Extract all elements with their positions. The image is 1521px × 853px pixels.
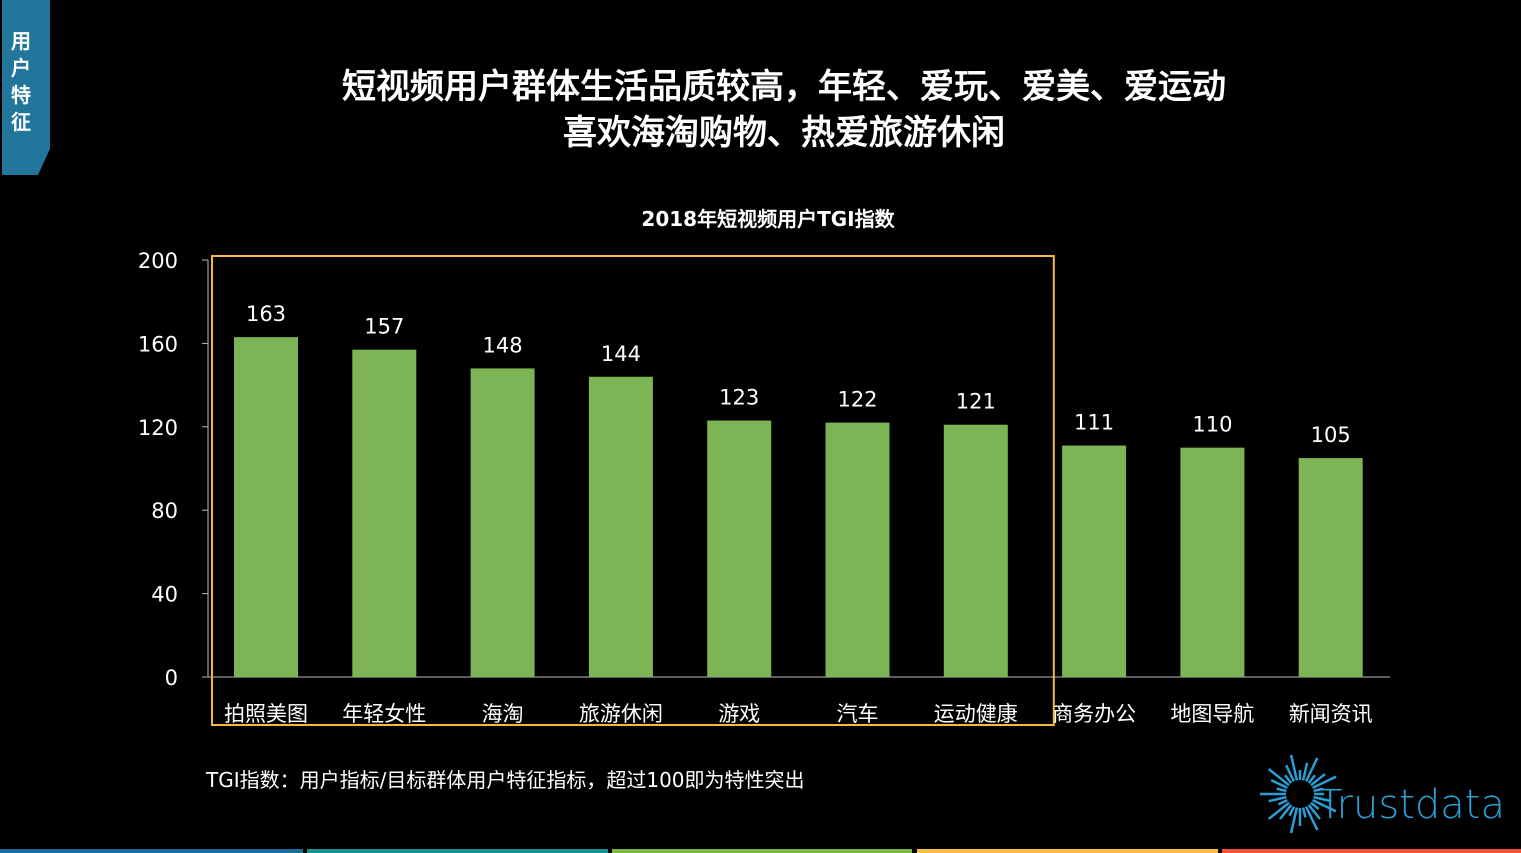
y-tick-label: 40 [151, 583, 178, 607]
trustdata-logo: Trustdata [1260, 754, 1505, 834]
strip-segment [612, 849, 912, 853]
bar [1062, 445, 1127, 677]
strip-segment [1222, 849, 1521, 853]
data-label: 110 [1192, 413, 1232, 437]
y-tick-label: 160 [138, 332, 178, 356]
y-tick-label: 0 [165, 666, 178, 690]
bar [825, 422, 890, 677]
bar [588, 376, 653, 677]
bar [943, 424, 1008, 677]
sun-icon [1260, 754, 1337, 834]
bar [234, 337, 298, 677]
x-tick-label: 拍照美图 [224, 702, 308, 726]
bar [1298, 458, 1363, 677]
y-tick-label: 120 [138, 416, 178, 440]
bar [707, 420, 772, 677]
headline-line-1: 短视频用户群体生活品质较高，年轻、爱玩、爱美、爱运动 [342, 67, 1226, 107]
strip-segment [0, 849, 303, 853]
data-label: 144 [601, 342, 641, 366]
x-tick-label: 商务办公 [1052, 702, 1136, 726]
data-label: 163 [246, 302, 286, 326]
data-label: 148 [483, 333, 523, 357]
bar [352, 349, 417, 677]
x-tick-label: 汽车 [837, 702, 879, 726]
data-label: 111 [1074, 411, 1114, 435]
x-tick-label: 游戏 [718, 702, 760, 726]
bar [470, 368, 535, 677]
x-tick-label: 新闻资讯 [1289, 702, 1373, 726]
bar [1180, 447, 1245, 677]
x-tick-label: 旅游休闲 [579, 702, 663, 726]
strip-segment [917, 849, 1218, 853]
x-tick-label: 海淘 [482, 702, 524, 726]
section-tab-label: 用户特征 [11, 29, 31, 134]
data-label: 122 [837, 388, 877, 412]
chart-title: 2018年短视频用户TGI指数 [641, 207, 895, 231]
data-label: 121 [956, 390, 996, 414]
headline-line-2: 喜欢海淘购物、热爱旅游休闲 [563, 113, 1005, 153]
strip-segment [307, 849, 608, 853]
x-tick-label: 地图导航 [1170, 702, 1254, 726]
x-tick-label: 运动健康 [934, 702, 1018, 726]
data-label: 123 [719, 386, 759, 410]
y-tick-label: 200 [138, 249, 178, 273]
section-tab: 用户特征 [2, 0, 50, 175]
data-label: 157 [364, 315, 404, 339]
highlight-box [211, 255, 1055, 726]
logo-text: Trustdata [1318, 782, 1505, 828]
y-tick-label: 80 [151, 499, 178, 523]
x-tick-label: 年轻女性 [342, 702, 426, 726]
tgi-note: TGI指数：用户指标/目标群体用户特征指标，超过100即为特性突出 [206, 768, 805, 792]
data-label: 105 [1311, 423, 1351, 447]
